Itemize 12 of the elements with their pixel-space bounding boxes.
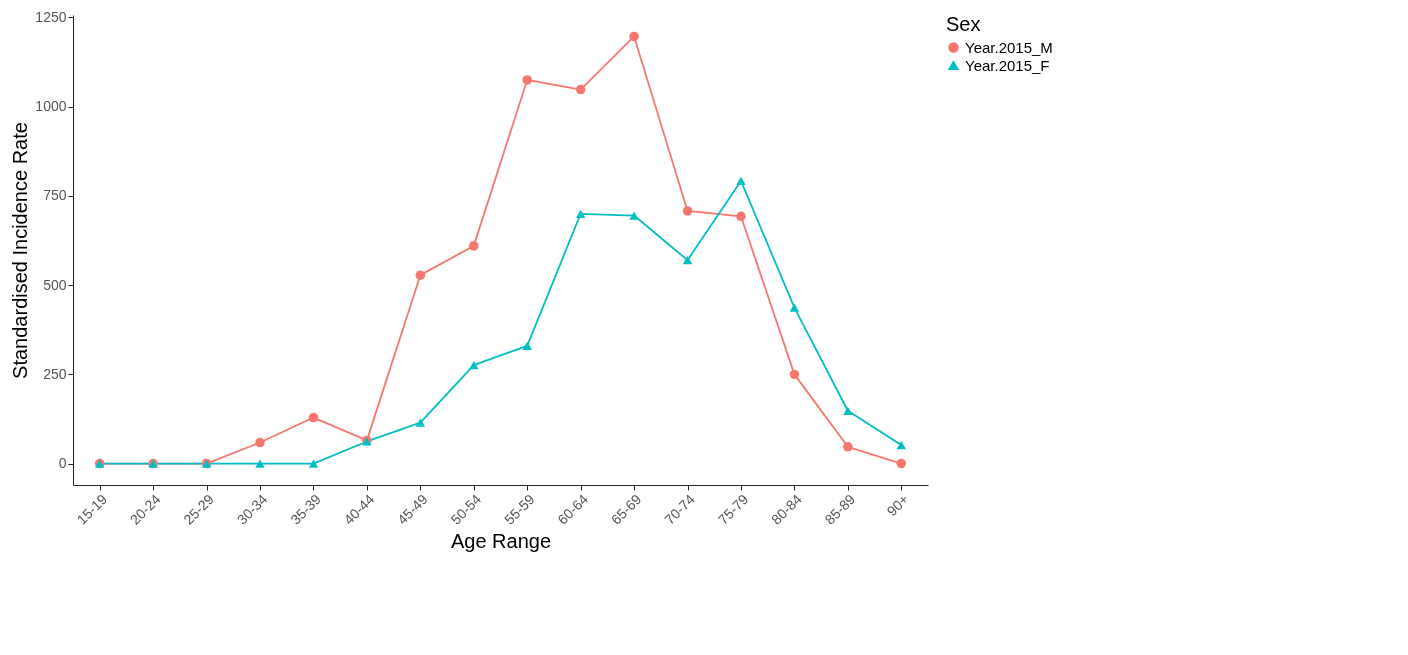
x-axis-title: Age Range — [450, 529, 552, 552]
legend-title: Sex — [946, 13, 981, 35]
y-tick-label: 0 — [58, 455, 67, 472]
y-tick-label: 750 — [43, 187, 67, 204]
x-tick-label: 90+ — [883, 491, 912, 520]
legend-label: Year.2015_M — [965, 38, 1053, 56]
y-tick-label: 1000 — [35, 98, 67, 115]
y-tick-label: 1250 — [35, 9, 67, 25]
legend-label: Year.2015_F — [965, 56, 1050, 74]
y-axis-title: Standardised Incidence Rate — [9, 122, 32, 379]
y-tick-label: 500 — [43, 276, 67, 293]
y-tick-label: 250 — [43, 365, 67, 382]
